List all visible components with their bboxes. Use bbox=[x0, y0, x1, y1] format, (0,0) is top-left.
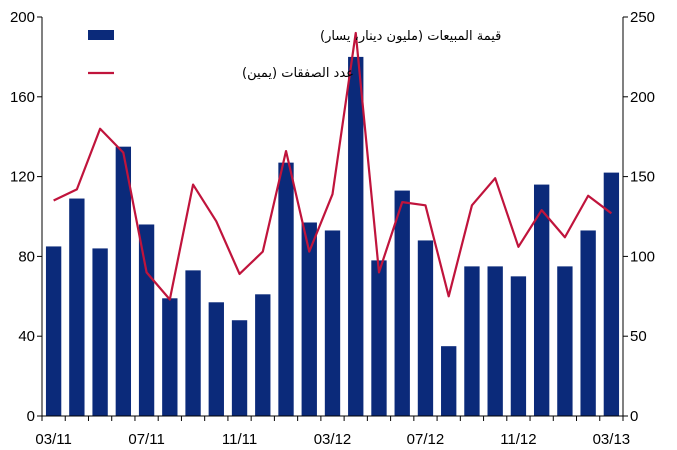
right-tick-label-1: 50 bbox=[630, 328, 647, 345]
bar-6 bbox=[185, 270, 201, 416]
bar-9 bbox=[255, 294, 271, 416]
x-tick-label-6: 03/13 bbox=[593, 431, 631, 448]
bar-22 bbox=[557, 266, 573, 417]
left-tick-label-5: 200 bbox=[10, 9, 35, 26]
bar-3 bbox=[115, 146, 132, 417]
left-tick-label-0: 0 bbox=[27, 408, 35, 425]
left-tick-label-4: 160 bbox=[10, 89, 35, 106]
bar-7 bbox=[208, 302, 224, 416]
bar-11 bbox=[301, 222, 317, 416]
bar-8 bbox=[231, 320, 248, 416]
bar-13 bbox=[348, 56, 364, 417]
left-tick-label-2: 80 bbox=[18, 248, 35, 265]
legend: قيمة المبيعات (مليون دينار، يسار) عدد ال… bbox=[88, 29, 501, 81]
right-tick-label-4: 200 bbox=[630, 89, 655, 106]
bar-21 bbox=[533, 184, 550, 416]
bar-17 bbox=[441, 346, 457, 416]
line-series bbox=[53, 31, 613, 301]
bar-series bbox=[45, 56, 620, 417]
right-tick-label-0: 0 bbox=[630, 408, 638, 425]
bar-23 bbox=[580, 230, 596, 416]
bar-5 bbox=[162, 298, 178, 416]
legend-swatch-sales-value bbox=[88, 30, 114, 40]
x-tick-label-2: 11/11 bbox=[222, 431, 257, 448]
right-tick-label-3: 150 bbox=[630, 169, 655, 186]
bar-4 bbox=[138, 224, 155, 416]
x-tick-label-0: 03/11 bbox=[35, 431, 71, 448]
axes bbox=[41, 17, 624, 417]
x-tick-label-3: 03/12 bbox=[314, 431, 352, 448]
x-tick-label-5: 11/12 bbox=[500, 431, 536, 448]
bar-12 bbox=[324, 230, 341, 416]
bar-16 bbox=[417, 240, 434, 416]
legend-label-transactions: عدد الصفقات (يمين) bbox=[242, 66, 354, 81]
transactions-line bbox=[53, 31, 613, 301]
bar-10 bbox=[278, 162, 294, 416]
bar-2 bbox=[92, 248, 108, 416]
bar-20 bbox=[510, 276, 527, 416]
x-tick-label-1: 07/11 bbox=[128, 431, 164, 448]
ticks: 0 40 80 120 160 200 0 50 100 150 200 250 03/11 07/11 1… bbox=[10, 9, 655, 448]
bar-1 bbox=[69, 198, 85, 416]
left-tick-label-1: 40 bbox=[18, 328, 35, 345]
x-tick-label-4: 07/12 bbox=[407, 431, 445, 448]
bar-18 bbox=[464, 266, 480, 417]
bar-19 bbox=[487, 266, 503, 417]
bar-24 bbox=[603, 172, 620, 416]
bar-15 bbox=[394, 190, 410, 416]
bar-14 bbox=[371, 260, 387, 416]
bar-0 bbox=[45, 246, 62, 416]
left-tick-label-3: 120 bbox=[10, 169, 35, 186]
right-tick-label-5: 250 bbox=[630, 9, 655, 26]
right-tick-label-2: 100 bbox=[630, 248, 655, 265]
legend-label-sales-value: قيمة المبيعات (مليون دينار، يسار) bbox=[320, 29, 501, 44]
